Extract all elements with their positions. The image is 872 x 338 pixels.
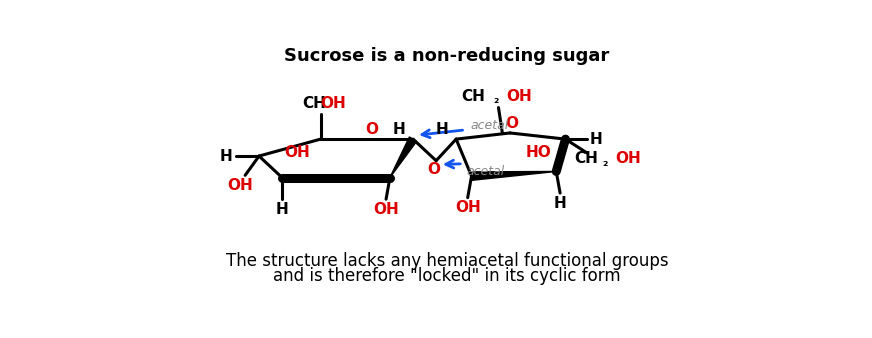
Text: Sucrose is a non-reducing sugar: Sucrose is a non-reducing sugar (284, 47, 610, 65)
Text: The structure lacks any hemiacetal functional groups: The structure lacks any hemiacetal funct… (226, 252, 668, 270)
Text: OH: OH (373, 202, 399, 217)
Polygon shape (390, 137, 417, 178)
Polygon shape (471, 171, 556, 180)
Text: acetal: acetal (471, 119, 509, 132)
Text: and is therefore "locked" in its cyclic form: and is therefore "locked" in its cyclic … (273, 267, 621, 285)
Text: H: H (392, 122, 405, 137)
Text: OH: OH (506, 89, 532, 104)
Text: OH: OH (227, 178, 253, 193)
Text: O: O (505, 116, 518, 131)
Text: ₂: ₂ (494, 93, 499, 106)
Text: OH: OH (455, 200, 480, 215)
Text: H: H (554, 195, 567, 211)
Text: H: H (589, 131, 603, 147)
Text: O: O (365, 122, 378, 137)
Text: HO: HO (526, 145, 551, 161)
Text: OH: OH (320, 96, 346, 111)
Text: CH: CH (574, 151, 598, 166)
Text: CH: CH (461, 89, 486, 104)
Text: CH: CH (303, 96, 326, 111)
Text: acetal: acetal (467, 165, 505, 178)
Text: OH: OH (284, 145, 310, 160)
Text: H: H (436, 122, 449, 137)
Text: OH: OH (616, 151, 641, 166)
Text: O: O (427, 163, 440, 177)
Text: H: H (276, 202, 289, 217)
Text: H: H (220, 149, 232, 164)
Text: ₂: ₂ (603, 156, 608, 169)
